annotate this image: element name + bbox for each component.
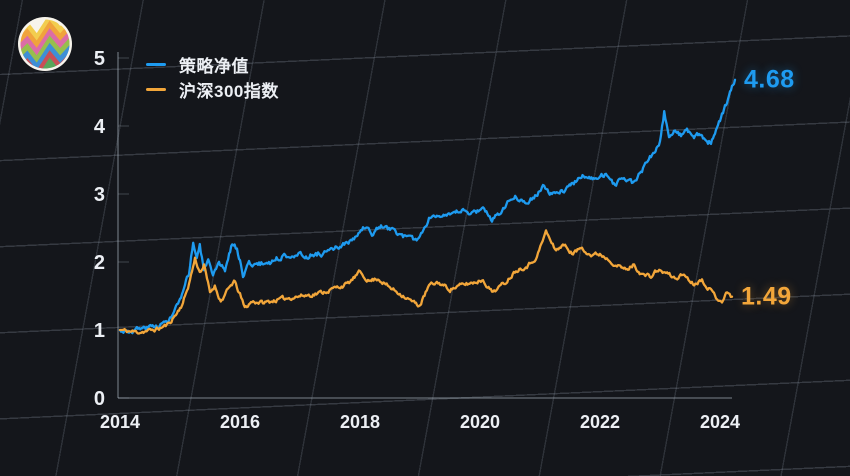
legend-label-strategy: 策略净值 — [179, 57, 249, 76]
svg-text:2014: 2014 — [100, 412, 140, 432]
svg-text:2: 2 — [94, 252, 105, 274]
svg-text:2024: 2024 — [700, 412, 740, 432]
svg-text:3: 3 — [94, 184, 105, 206]
svg-text:5: 5 — [94, 48, 105, 70]
svg-text:2022: 2022 — [580, 412, 620, 432]
legend-item-strategy[interactable]: 策略净值 — [146, 52, 279, 77]
svg-text:2018: 2018 — [340, 412, 380, 432]
legend-label-csi300: 沪深300指数 — [179, 82, 279, 101]
csi300-end-value: 1.49 — [741, 282, 792, 311]
brand-logo-icon — [18, 17, 72, 71]
svg-text:4: 4 — [94, 116, 106, 138]
svg-text:0: 0 — [94, 388, 105, 410]
logo-zigzag-stripes — [20, 19, 70, 69]
orange-line-legend-icon — [146, 88, 166, 91]
chart-legend: 策略净值 沪深300指数 — [146, 52, 279, 102]
blue-line-legend-icon — [146, 63, 166, 66]
svg-text:1: 1 — [94, 320, 105, 342]
svg-text:2016: 2016 — [220, 412, 260, 432]
strategy-end-value: 4.68 — [744, 65, 795, 94]
svg-text:2020: 2020 — [460, 412, 500, 432]
legend-item-csi300[interactable]: 沪深300指数 — [146, 77, 279, 102]
